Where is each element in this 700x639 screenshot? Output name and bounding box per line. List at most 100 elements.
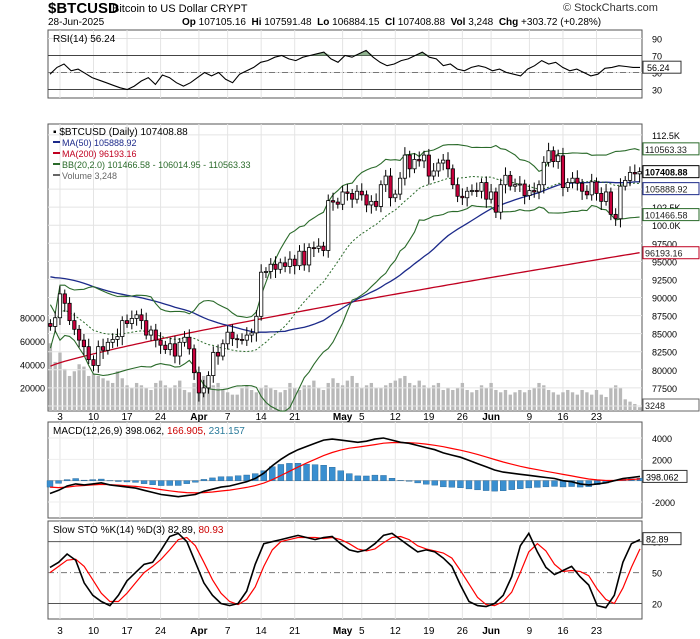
volume-bar bbox=[369, 382, 374, 411]
candle-body bbox=[618, 185, 623, 220]
candle-body bbox=[292, 258, 297, 267]
volume-bar bbox=[522, 392, 527, 411]
volume-bar bbox=[489, 382, 493, 411]
candle-body bbox=[230, 331, 235, 340]
candle-body bbox=[359, 190, 364, 196]
volume-bar bbox=[182, 389, 187, 411]
volume-bar bbox=[249, 389, 254, 411]
candle-body bbox=[374, 200, 379, 207]
candle-body bbox=[632, 172, 637, 175]
candle-body bbox=[144, 320, 149, 336]
x-tick-label-top: 19 bbox=[423, 412, 435, 423]
volume-bar bbox=[326, 382, 330, 411]
volume-bar bbox=[436, 382, 441, 411]
candle-body bbox=[297, 250, 302, 267]
macd-histogram-bar bbox=[354, 475, 361, 481]
candle-body bbox=[67, 302, 72, 322]
price-value-label: 101466.58 bbox=[645, 211, 688, 221]
volume-bar bbox=[63, 368, 67, 411]
candle-body bbox=[91, 359, 96, 366]
candle-body bbox=[321, 245, 326, 251]
macd-histogram-bar bbox=[551, 480, 558, 487]
stochastic-current-label: 82.89 bbox=[646, 535, 669, 545]
volume-bar bbox=[345, 380, 350, 411]
price-tick-label: 100.0K bbox=[652, 221, 681, 231]
candle-body bbox=[599, 193, 604, 202]
macd-histogram-bar bbox=[482, 480, 490, 491]
x-tick-label-top: 21 bbox=[289, 412, 301, 423]
macd-title: MACD(12,26,9) 398.062, 166.905, 231.157 bbox=[53, 426, 245, 437]
candle-body bbox=[503, 174, 508, 186]
candle-body bbox=[110, 339, 115, 343]
volume-bar bbox=[623, 399, 627, 411]
price-tick-label: 90000 bbox=[652, 294, 677, 304]
candle-body bbox=[455, 184, 460, 197]
candle-body bbox=[527, 190, 532, 196]
volume-label: Vol bbox=[450, 17, 466, 28]
bollinger-middle-line bbox=[50, 175, 640, 353]
candle-body bbox=[560, 155, 566, 189]
candle-body bbox=[546, 150, 551, 163]
volume-bar bbox=[355, 382, 359, 411]
candle-body bbox=[393, 193, 398, 199]
macd-histogram-bar bbox=[320, 465, 327, 481]
volume-bar bbox=[393, 380, 397, 411]
x-tick-label-bottom: 9 bbox=[527, 626, 533, 637]
candle-body bbox=[479, 182, 484, 192]
candle-body bbox=[239, 339, 245, 341]
candle-body bbox=[450, 168, 455, 186]
volume-bar bbox=[297, 389, 302, 411]
volume-bar bbox=[302, 385, 306, 411]
candle-body bbox=[402, 154, 407, 179]
volume-bar bbox=[240, 387, 244, 411]
volume-bar bbox=[312, 380, 316, 411]
macd-histogram-bar bbox=[149, 480, 156, 485]
x-tick-label-top: Apr bbox=[190, 412, 207, 423]
volume-bar bbox=[110, 382, 115, 411]
candle-body bbox=[613, 213, 618, 220]
volume-bar bbox=[278, 392, 283, 411]
volume-bar bbox=[479, 385, 484, 411]
candle-body bbox=[249, 332, 254, 336]
symbol-description: Bitcoin to US Dollar CRYPT bbox=[112, 3, 248, 15]
x-tick-label-bottom: 14 bbox=[256, 626, 268, 637]
x-tick-label-bottom: 21 bbox=[289, 626, 301, 637]
x-tick-label-bottom: Jun bbox=[482, 626, 500, 637]
volume-bar bbox=[48, 343, 53, 411]
volume-bar bbox=[173, 385, 177, 411]
candle-body bbox=[211, 352, 216, 376]
volume-bar bbox=[134, 382, 139, 411]
candle-body bbox=[48, 323, 53, 327]
volume-bar bbox=[67, 375, 72, 411]
volume-bar bbox=[82, 366, 86, 411]
macd-histogram-bar bbox=[183, 480, 190, 484]
symbol-title: $BTCUSD bbox=[48, 0, 119, 17]
candle-body bbox=[493, 191, 498, 213]
x-tick-label-top: 5 bbox=[359, 412, 365, 423]
x-tick-label-bottom: 17 bbox=[121, 626, 133, 637]
x-tick-label-top: 7 bbox=[225, 412, 231, 423]
high-value: 107591.48 bbox=[264, 17, 312, 28]
macd-histogram-bar bbox=[89, 479, 96, 481]
volume-bar bbox=[264, 385, 268, 411]
volume-bar bbox=[388, 382, 393, 411]
volume-bar bbox=[527, 389, 532, 411]
stochastic-tick-label: 20 bbox=[652, 600, 662, 610]
candle-body bbox=[163, 344, 168, 350]
legend-entry: BB(20,2.0) 101466.58 - 106014.95 - 11056… bbox=[62, 160, 250, 170]
macd-histogram-bar bbox=[363, 475, 370, 481]
macd-tick-label: 2000 bbox=[652, 455, 672, 465]
volume-bar bbox=[580, 389, 584, 411]
stochastic-title-part: Slow STO %K(14) %D(3) 82.89, bbox=[53, 525, 198, 536]
chart-header: $BTCUSD Bitcoin to US Dollar CRYPT 28-Ju… bbox=[0, 0, 700, 30]
rsi-tick-label: 90 bbox=[652, 35, 662, 45]
macd-current-label: 398.062 bbox=[646, 472, 679, 482]
price-value-label: 96193.16 bbox=[645, 249, 683, 259]
candle-body bbox=[383, 175, 388, 186]
volume-bar bbox=[470, 392, 474, 411]
volume-bar bbox=[537, 382, 541, 411]
volume-bar bbox=[403, 375, 407, 411]
volume-bar bbox=[556, 394, 560, 411]
volume-bar bbox=[273, 389, 278, 411]
x-tick-label-bottom: 26 bbox=[457, 626, 469, 637]
